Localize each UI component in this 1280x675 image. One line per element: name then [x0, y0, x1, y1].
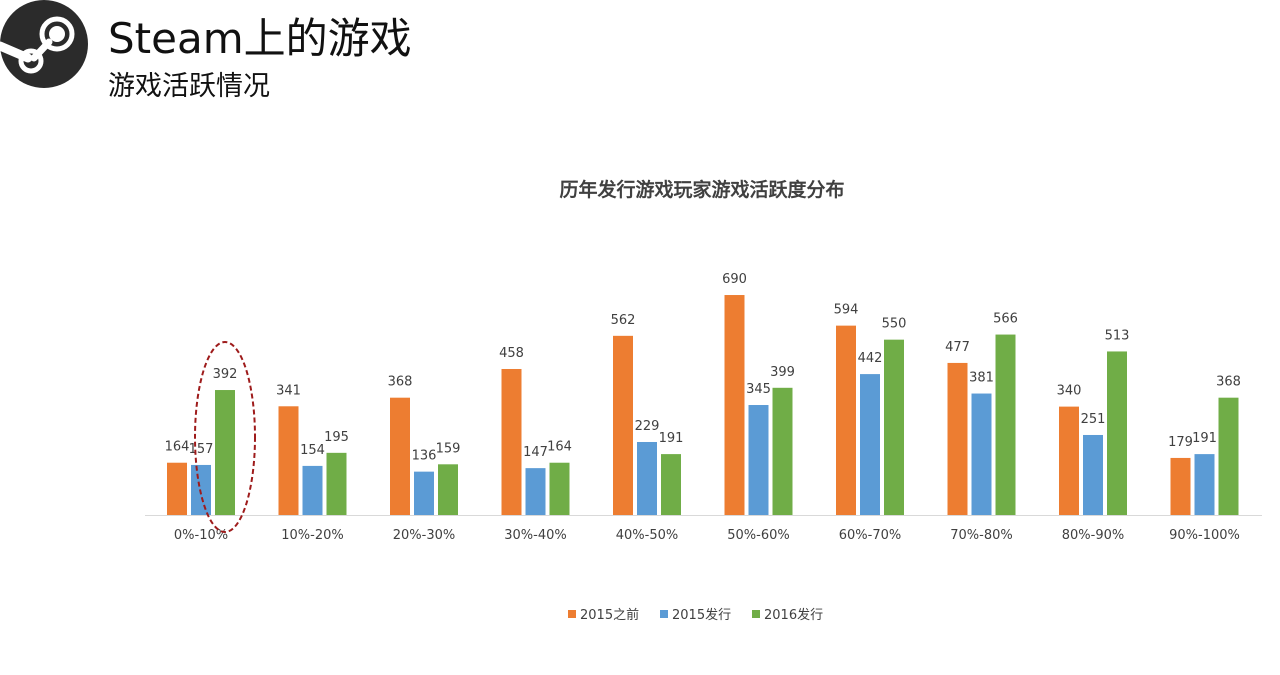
bar	[390, 397, 410, 515]
data-label: 154	[300, 443, 325, 458]
bar	[995, 334, 1016, 515]
page-title: Steam上的游戏	[108, 14, 412, 63]
bar	[860, 374, 880, 515]
bars-group	[167, 295, 1239, 515]
bar	[549, 462, 570, 515]
data-label: 159	[436, 441, 461, 456]
category-labels-group: 0%-10% 10%-20% 20%-30% 30%-40% 40%-50% 50%-60…	[174, 528, 1240, 543]
category-label: 70%-80%	[950, 528, 1012, 543]
bar	[748, 405, 769, 515]
legend-entry: 2016发行	[764, 607, 823, 623]
data-label: 164	[547, 440, 572, 455]
data-label: 251	[1081, 412, 1106, 427]
category-label: 20%-30%	[393, 528, 455, 543]
bar	[1218, 397, 1239, 515]
data-label: 147	[523, 445, 548, 460]
category-label: 50%-60%	[727, 528, 789, 543]
bar	[971, 393, 992, 515]
data-label: 562	[611, 313, 636, 328]
data-label: 191	[1192, 431, 1217, 446]
bar	[637, 441, 657, 515]
bar	[836, 325, 856, 515]
chart-title: 历年发行游戏玩家游戏活跃度分布	[559, 178, 844, 201]
legend-swatch	[568, 610, 576, 618]
bar	[501, 368, 522, 515]
data-label: 392	[213, 367, 238, 382]
data-label: 381	[969, 371, 994, 386]
data-label: 458	[499, 346, 524, 361]
legend-entry: 2015发行	[672, 607, 731, 623]
data-label: 566	[993, 312, 1018, 327]
data-label: 340	[1057, 384, 1082, 399]
data-label: 229	[635, 419, 660, 434]
data-label: 368	[388, 375, 413, 390]
bar	[772, 387, 793, 515]
bar	[1170, 457, 1191, 515]
category-label: 30%-40%	[504, 528, 566, 543]
legend-entry: 2015之前	[580, 607, 639, 623]
data-label: 442	[858, 351, 883, 366]
slide-header: Steam上的游戏 游戏活跃情况	[0, 0, 1280, 120]
data-label: 477	[945, 340, 970, 355]
bar	[661, 454, 681, 515]
data-label: 341	[276, 383, 301, 398]
bar	[1059, 406, 1079, 515]
bar	[724, 295, 745, 515]
data-label: 513	[1105, 328, 1130, 343]
bar	[414, 471, 434, 515]
bar	[215, 390, 235, 515]
data-label: 399	[770, 365, 795, 380]
category-label: 60%-70%	[839, 528, 901, 543]
bar	[278, 406, 299, 515]
chart-legend: 2015之前 2015发行 2016发行	[568, 607, 823, 623]
bar	[613, 335, 633, 515]
category-label: 0%-10%	[174, 528, 228, 543]
data-label: 195	[324, 430, 349, 445]
data-label: 179	[1168, 435, 1193, 450]
page-subtitle: 游戏活跃情况	[108, 71, 270, 102]
bar	[1107, 351, 1127, 515]
bar	[1083, 434, 1103, 515]
category-label: 90%-100%	[1169, 528, 1240, 543]
data-label: 594	[834, 303, 859, 318]
data-label: 690	[722, 272, 747, 287]
bar	[438, 464, 458, 515]
legend-swatch	[752, 610, 760, 618]
category-label: 40%-50%	[616, 528, 678, 543]
data-label: 550	[882, 317, 907, 332]
highlight-ellipse	[194, 341, 256, 533]
data-label: 368	[1216, 375, 1241, 390]
bar	[167, 462, 187, 515]
data-label: 157	[189, 442, 214, 457]
legend-swatch	[660, 610, 668, 618]
category-label: 80%-90%	[1062, 528, 1124, 543]
bar	[525, 468, 546, 515]
bar	[326, 452, 347, 515]
data-label: 164	[165, 440, 190, 455]
data-label: 191	[659, 431, 684, 446]
bar	[302, 465, 323, 515]
data-label: 136	[412, 449, 437, 464]
category-label: 10%-20%	[281, 528, 343, 543]
bar	[1194, 454, 1215, 515]
bar	[947, 362, 968, 515]
bar	[884, 339, 904, 515]
steam-logo-icon	[0, 0, 88, 88]
data-label: 345	[746, 382, 771, 397]
